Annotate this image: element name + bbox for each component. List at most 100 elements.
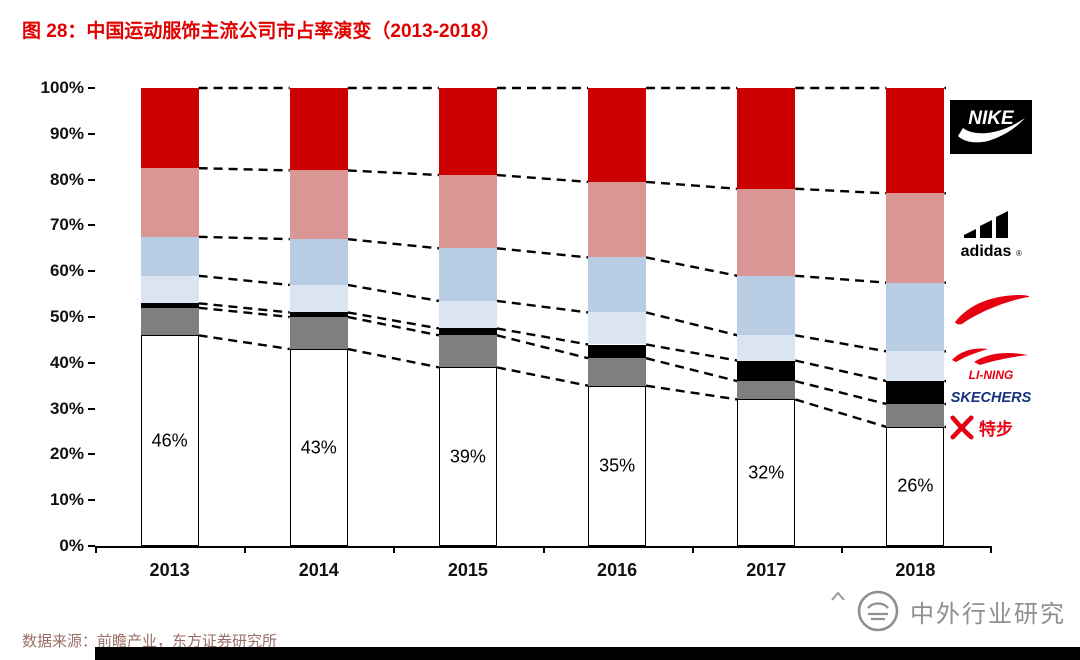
segment-xtep-2018 <box>886 404 945 427</box>
source-note: 数据来源：前瞻产业，东方证券研究所 <box>22 633 278 650</box>
segment-adidas-2017 <box>737 188 796 276</box>
dashed-connector <box>347 311 440 330</box>
bar-value-label: 43% <box>300 437 337 458</box>
y-tick-mark <box>88 407 95 410</box>
y-tick-mark <box>88 87 95 89</box>
segment-skechers-2015 <box>438 328 497 336</box>
y-tick-mark <box>88 224 95 227</box>
x-tick-label: 2017 <box>746 560 787 580</box>
y-tick-label: 0% <box>59 536 84 555</box>
adidas-logo-icon: adidas ® <box>961 211 1022 260</box>
segment-anta-2017 <box>737 275 796 336</box>
dashed-connector <box>198 302 290 314</box>
y-tick-label: 50% <box>49 307 84 326</box>
nike-wordmark: NIKE <box>968 108 1015 129</box>
legend-item-anta <box>952 292 1032 335</box>
segment-lining-2013 <box>140 275 199 304</box>
y-tick-mark <box>88 270 95 273</box>
watermark-text: 中外行业研究 <box>910 600 1066 628</box>
watermark: 中外行业研究 <box>830 588 1066 634</box>
y-tick-mark <box>88 316 95 318</box>
y-tick-label: 90% <box>49 123 84 143</box>
segment-lining-2018 <box>886 351 945 382</box>
x-tick-mark <box>542 546 545 553</box>
dashed-connector <box>496 327 589 346</box>
segment-anta-2014 <box>289 239 348 285</box>
segment-others-2013 <box>140 335 199 546</box>
registered-mark: ® <box>1016 249 1022 258</box>
dashed-connector <box>347 283 440 303</box>
dashed-connector <box>645 343 738 362</box>
x-tick-label: 2016 <box>597 560 638 580</box>
dashed-connector <box>198 235 290 241</box>
segment-lining-2016 <box>588 312 647 345</box>
y-tick-label: 70% <box>49 215 84 235</box>
segment-adidas-2018 <box>886 193 945 283</box>
y-tick-label: 60% <box>49 261 84 281</box>
dashed-connector <box>645 180 738 190</box>
segment-nike-2014 <box>289 88 348 171</box>
media-account-logo-icon <box>857 590 899 632</box>
dashed-connector <box>347 169 439 177</box>
bar-2017: 32% <box>737 88 796 546</box>
dashed-connector <box>347 347 440 369</box>
y-tick-label: 100% <box>40 78 84 97</box>
y-tick-mark <box>88 453 95 456</box>
segment-nike-2015 <box>438 88 497 176</box>
dashed-connector <box>645 384 738 401</box>
legend-item-xtep: 特步 <box>950 414 1013 440</box>
dashed-connector <box>347 315 440 337</box>
segment-lining-2014 <box>289 284 348 313</box>
bar-value-label: 32% <box>748 462 785 483</box>
dashed-connector <box>496 299 589 314</box>
dashed-connector <box>794 379 887 406</box>
segment-lining-2017 <box>737 335 796 361</box>
y-tick-label: 80% <box>49 169 84 189</box>
segment-adidas-2014 <box>289 170 348 240</box>
segment-nike-2018 <box>886 88 945 194</box>
segment-xtep-2017 <box>737 381 796 400</box>
figure-title: 图 28：中国运动服饰主流公司市占率演变（2013-2018） <box>22 21 501 42</box>
x-tick-mark <box>95 546 97 553</box>
segment-xtep-2015 <box>438 335 497 368</box>
segment-others-2014 <box>289 349 348 546</box>
segment-anta-2018 <box>886 282 945 352</box>
dashed-connector <box>795 334 887 353</box>
segment-xtep-2014 <box>289 317 348 350</box>
segment-skechers-2014 <box>289 312 348 317</box>
dashed-connector <box>794 359 887 383</box>
legend-item-lining: LI-NING <box>948 346 1034 389</box>
segment-adidas-2016 <box>588 181 647 258</box>
segment-anta-2013 <box>140 236 199 276</box>
dashed-connector <box>645 357 738 383</box>
dashed-connector <box>794 398 887 429</box>
segment-others-2018 <box>886 426 945 546</box>
dashed-connector <box>347 237 440 250</box>
skechers-logo-icon: SKECHERS <box>951 390 1032 406</box>
dashed-connector <box>198 334 290 351</box>
segment-adidas-2013 <box>140 168 199 237</box>
y-tick-mark <box>88 132 95 135</box>
bar-value-label: 26% <box>897 475 934 496</box>
y-tick-mark <box>88 499 95 502</box>
segment-nike-2016 <box>588 88 647 182</box>
bar-2016: 35% <box>588 88 647 546</box>
dashed-connector <box>645 256 738 277</box>
dashed-connector <box>496 247 589 259</box>
segment-nike-2017 <box>737 88 796 189</box>
dashed-connector <box>496 173 589 184</box>
bottom-black-bar <box>95 647 1080 660</box>
anta-logo-icon <box>955 295 1030 325</box>
segment-xtep-2016 <box>588 358 647 386</box>
legend-item-skechers: SKECHERS <box>946 388 1036 411</box>
dashed-connector <box>198 306 290 319</box>
skechers-wordmark: SKECHERS <box>951 390 1032 406</box>
segment-others-2017 <box>737 399 796 546</box>
bar-2014: 43% <box>289 88 348 546</box>
xtep-logo-icon <box>950 415 974 440</box>
segment-xtep-2013 <box>140 307 199 336</box>
dashed-connector <box>198 274 290 287</box>
